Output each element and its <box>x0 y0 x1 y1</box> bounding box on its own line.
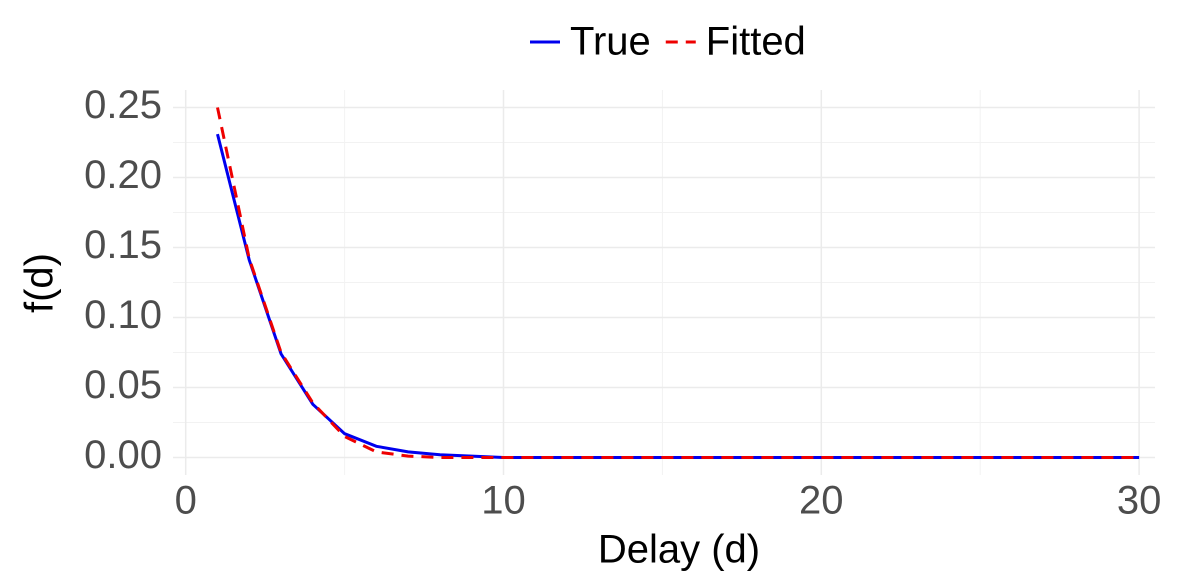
legend-label: Fitted <box>706 20 806 64</box>
legend-label: True <box>570 20 651 64</box>
x-tick-label: 30 <box>1117 479 1162 523</box>
y-tick-label: 0.15 <box>84 223 162 267</box>
y-tick-label: 0.05 <box>84 363 162 407</box>
y-axis-title: f(d) <box>18 253 62 313</box>
x-tick-label: 20 <box>799 479 844 523</box>
y-tick-label: 0.10 <box>84 293 162 337</box>
line <box>216 107 1140 459</box>
x-tick-label: 10 <box>481 479 526 523</box>
line <box>216 133 1140 459</box>
y-tick-label: 0.20 <box>84 153 162 197</box>
y-tick-label: 0.00 <box>84 433 162 477</box>
x-axis-title: Delay (d) <box>598 528 760 572</box>
x-tick-label: 0 <box>175 479 197 523</box>
y-tick-label: 0.25 <box>84 83 162 127</box>
